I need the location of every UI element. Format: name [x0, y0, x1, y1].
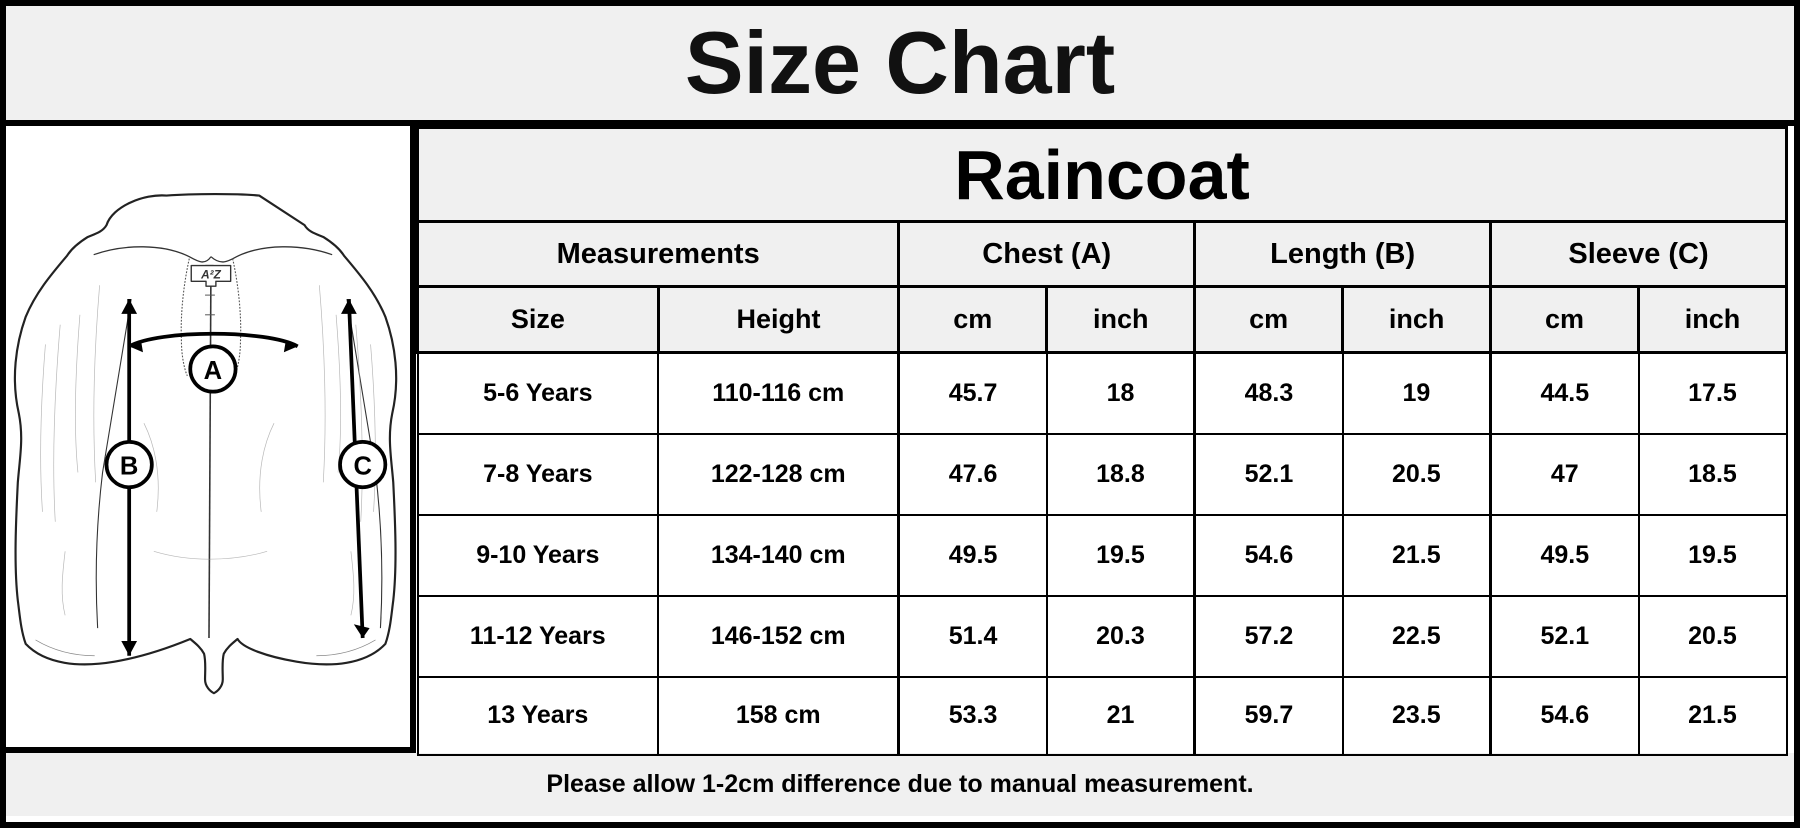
svg-text:B: B	[120, 452, 139, 480]
svg-text:A²Z: A²Z	[200, 267, 221, 281]
svg-text:C: C	[353, 452, 372, 480]
svg-text:A: A	[204, 357, 223, 385]
